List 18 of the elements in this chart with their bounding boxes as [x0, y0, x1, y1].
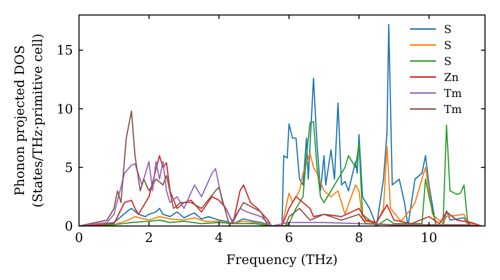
- legend-label: Tm: [444, 87, 462, 100]
- legend-label: Zn: [444, 71, 459, 84]
- legend-label: Tm: [444, 103, 462, 116]
- x-tick-label: 8: [354, 231, 364, 246]
- y-tick-label: 15: [56, 44, 73, 59]
- x-axis-title: Frequency (THz): [226, 253, 338, 268]
- legend-label: S: [444, 55, 452, 68]
- legend-label: S: [444, 23, 452, 36]
- x-tick-label: 4: [214, 231, 224, 246]
- y-tick-label: 0: [64, 220, 73, 234]
- legend-label: S: [444, 39, 452, 52]
- x-tick-label: 0: [74, 231, 84, 246]
- x-tick-label: 6: [284, 231, 294, 246]
- x-tick-label: 2: [144, 231, 154, 246]
- y-axis-title: Phonon projected DOS (States/THz·primitive cell): [13, 33, 46, 208]
- y-tick-label: 5: [64, 160, 73, 176]
- x-tick-label: 10: [420, 231, 438, 246]
- y-tick-label: 10: [56, 102, 73, 118]
